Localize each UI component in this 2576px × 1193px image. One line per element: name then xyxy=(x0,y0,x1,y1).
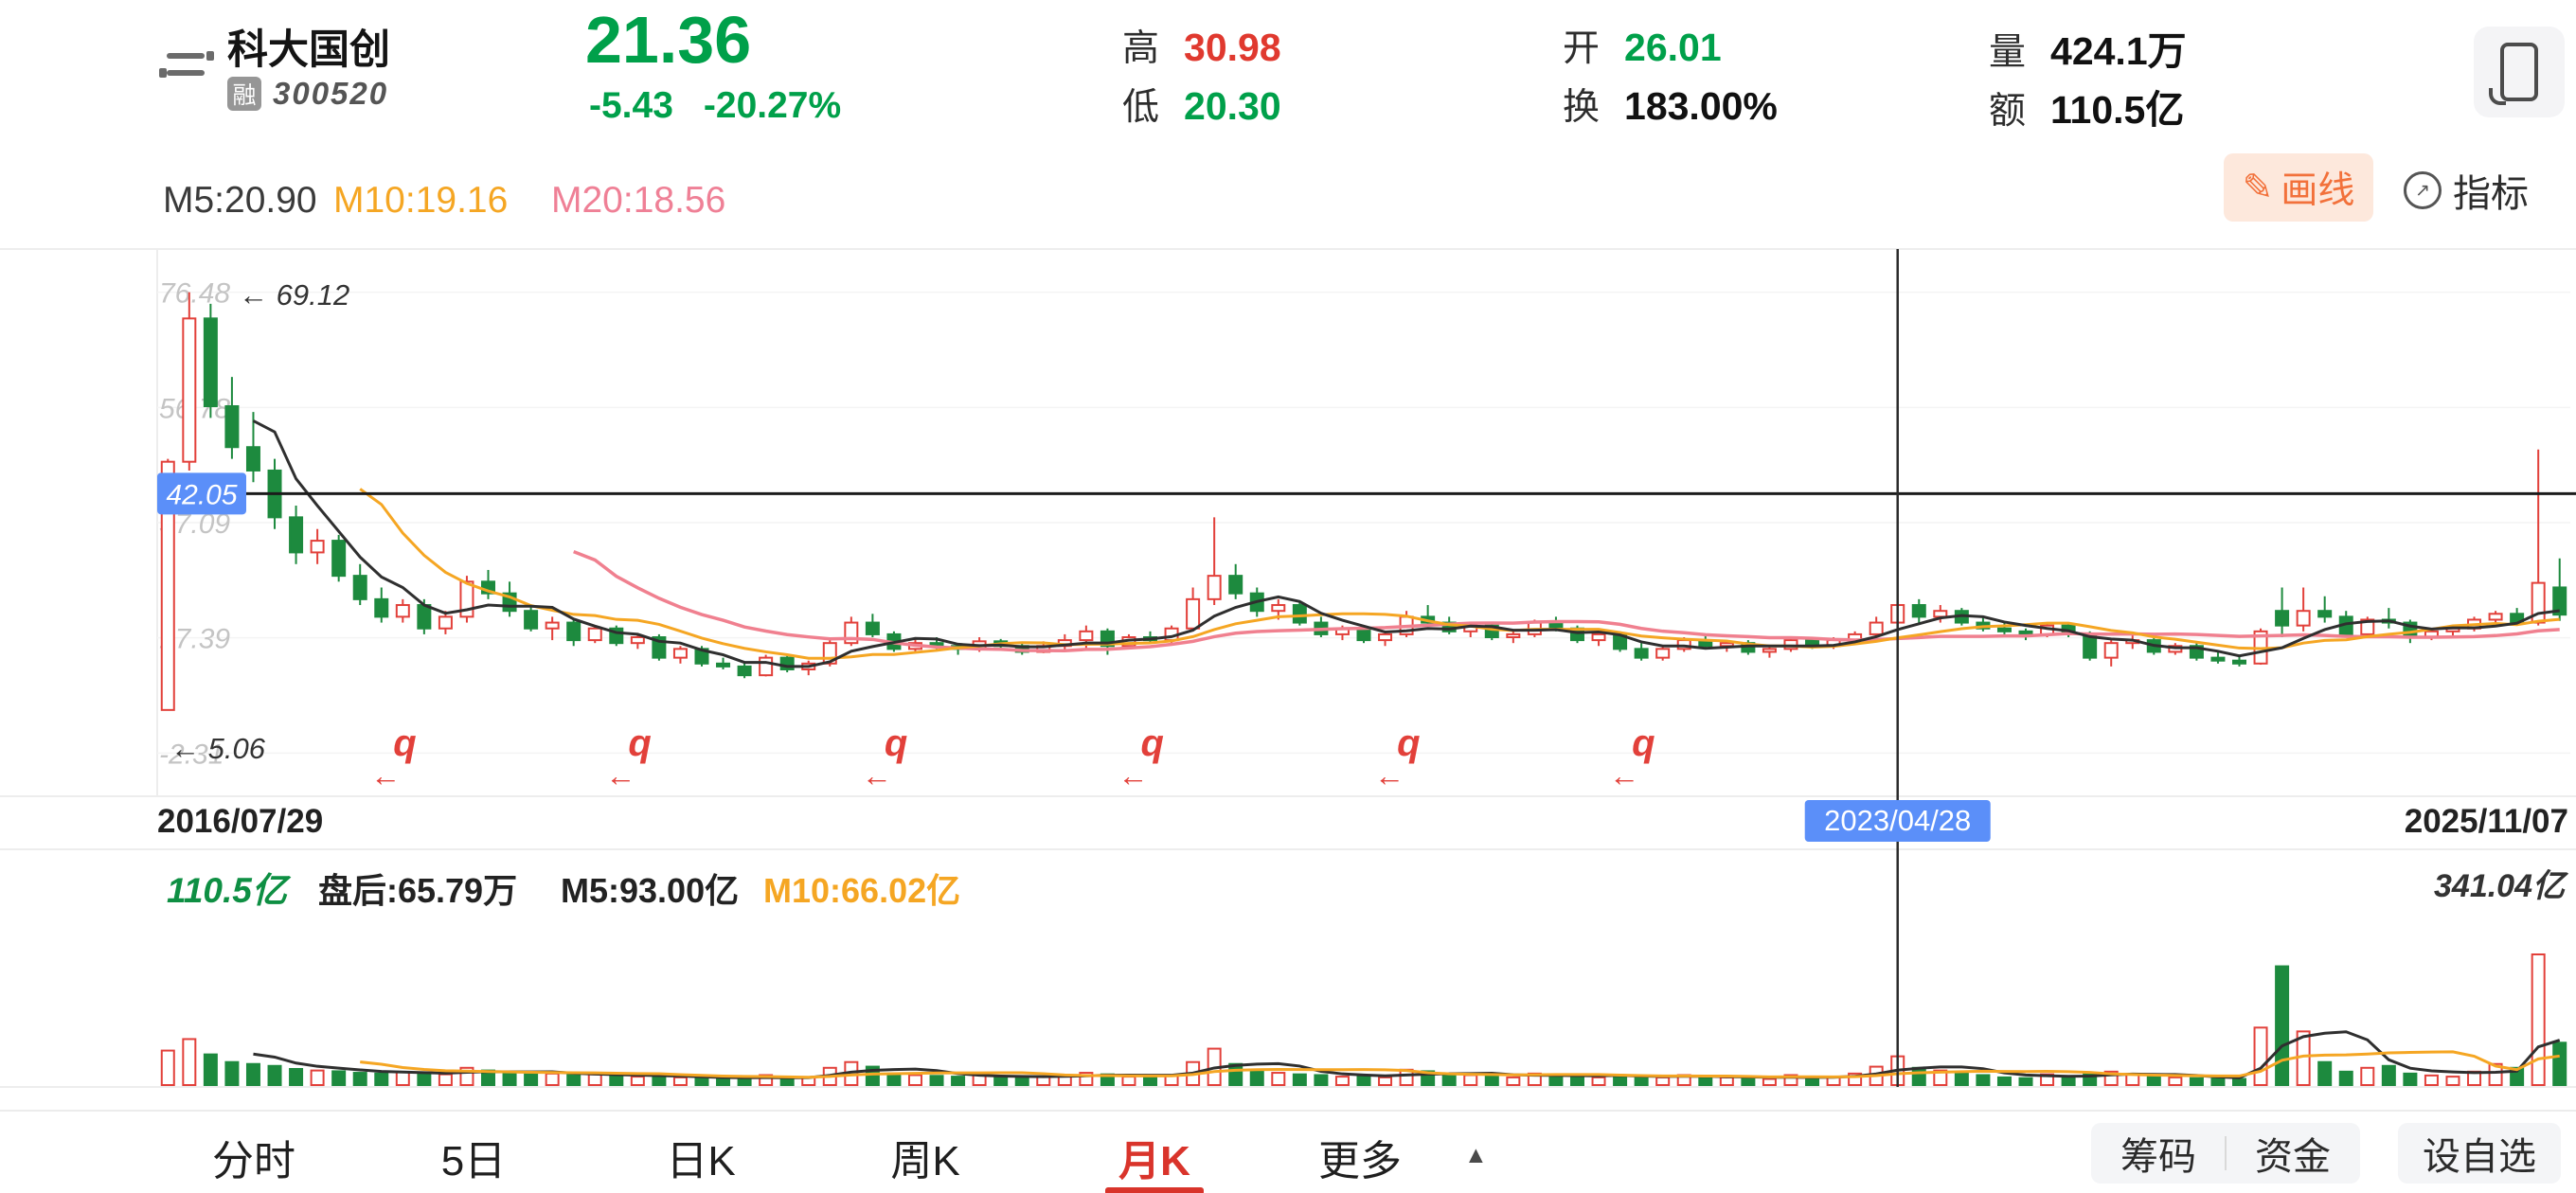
pill-divider xyxy=(2225,1136,2227,1170)
stat-volume: 量 424.1万 xyxy=(1989,19,2187,76)
svg-text:-2.31: -2.31 xyxy=(159,739,224,770)
date-start: 2016/07/29 xyxy=(157,803,324,840)
tab-monthly-k[interactable]: 月K xyxy=(1118,1138,1190,1184)
svg-text:76.48: 76.48 xyxy=(159,278,230,310)
tab-fenshi[interactable]: 分时 xyxy=(212,1138,295,1184)
price-ma5-label: M5:20.90 xyxy=(163,180,317,221)
svg-text:←: ← xyxy=(370,758,401,792)
current-price: 21.36 xyxy=(585,3,752,77)
bottom-tabbar: 分时 5日 日K 周K 月K 更多 ▲ 筹码 资金 设自选 xyxy=(0,1110,2576,1193)
active-tab-underline xyxy=(1105,1187,1204,1193)
candles[interactable] xyxy=(160,292,2567,711)
rotate-screen-button[interactable] xyxy=(2474,27,2565,117)
volume-bars[interactable] xyxy=(160,953,2567,1087)
stat-volume-value: 424.1万 xyxy=(2050,29,2187,73)
svg-text:q: q xyxy=(393,722,416,764)
volume-ma-lines xyxy=(253,1030,2561,1079)
menu-tick-icon xyxy=(206,51,214,61)
stat-low-value: 20.30 xyxy=(1184,84,1281,128)
volume-current-amount: 110.5亿 xyxy=(167,871,287,910)
price-ma-lines xyxy=(252,419,2560,668)
menu-bar-icon xyxy=(167,70,205,76)
svg-text:←: ← xyxy=(1374,758,1404,792)
svg-text:←: ← xyxy=(862,758,892,792)
indicator-button[interactable]: ↗ 指标 xyxy=(2404,163,2529,218)
price-change: -5.43 xyxy=(589,85,673,126)
svg-text:←: ← xyxy=(1609,758,1639,792)
stock-code: 300520 xyxy=(273,76,389,111)
stat-turnover: 换 183.00% xyxy=(1563,78,1778,131)
indicator-label: 指标 xyxy=(2453,173,2529,215)
stat-open: 开 26.01 xyxy=(1563,19,1722,72)
more-caret-icon[interactable]: ▲ xyxy=(1464,1142,1488,1168)
svg-text:q: q xyxy=(1632,722,1655,764)
svg-text:←: ← xyxy=(605,758,635,792)
stat-open-label: 开 xyxy=(1563,28,1601,69)
menu-tick-icon xyxy=(159,68,167,78)
date-end: 2025/11/07 xyxy=(2404,803,2568,840)
svg-text:q: q xyxy=(628,722,651,764)
stat-high: 高 30.98 xyxy=(1122,19,1281,72)
svg-text:2023/04/28: 2023/04/28 xyxy=(1824,804,1971,837)
chart-frame xyxy=(0,248,2576,1088)
price-change-row: -5.43 -20.27% xyxy=(589,85,841,127)
volume-ma5-label: M5:93.00亿 xyxy=(561,871,740,910)
volume-ma10-label: M10:66.02亿 xyxy=(763,871,961,910)
stat-low: 低 20.30 xyxy=(1122,78,1281,131)
stat-amount-value: 110.5亿 xyxy=(2050,88,2185,132)
draw-line-button[interactable]: ✎ 画线 xyxy=(2224,153,2373,222)
tab-5day[interactable]: 5日 xyxy=(440,1138,507,1184)
indicator-arrow-glyph: ↗ xyxy=(2415,180,2430,201)
chips-button[interactable]: 筹码 xyxy=(2120,1136,2196,1178)
tab-daily-k[interactable]: 日K xyxy=(666,1138,736,1184)
svg-text:← 69.12: ← 69.12 xyxy=(239,278,349,312)
price-ma20-label: M20:18.56 xyxy=(551,180,726,221)
ex-dividend-markers[interactable]: q←q←q←q←q←q← xyxy=(370,722,1655,792)
indicator-icon: ↗ xyxy=(2404,171,2442,209)
menu-bar-icon xyxy=(167,53,205,59)
stat-low-label: 低 xyxy=(1122,87,1160,128)
svg-text:42.05: 42.05 xyxy=(166,479,237,510)
stat-turnover-value: 183.00% xyxy=(1624,84,1778,128)
svg-text:q: q xyxy=(885,722,907,764)
stock-sub: 融 300520 xyxy=(227,76,388,112)
stat-amount: 额 110.5亿 xyxy=(1989,78,2184,134)
stat-high-value: 30.98 xyxy=(1184,26,1281,69)
tab-weekly-k[interactable]: 周K xyxy=(890,1138,960,1184)
crosshair[interactable]: 2023/04/28 xyxy=(1804,249,1991,1087)
tab-more[interactable]: 更多 xyxy=(1318,1138,1402,1184)
phone-rotate-icon xyxy=(2489,43,2538,105)
volume-scale-max: 341.04亿 xyxy=(2434,868,2565,904)
draw-line-label: 画线 xyxy=(2281,170,2355,211)
add-watchlist-button[interactable]: 设自选 xyxy=(2398,1123,2561,1184)
stat-high-label: 高 xyxy=(1122,28,1160,69)
drawn-price-line[interactable]: 42.05 xyxy=(157,472,2576,515)
funds-button[interactable]: 资金 xyxy=(2255,1136,2331,1178)
chips-funds-group: 筹码 资金 xyxy=(2091,1123,2360,1184)
stat-turnover-label: 换 xyxy=(1563,87,1601,128)
pencil-icon: ✎ xyxy=(2242,167,2274,208)
stat-open-value: 26.01 xyxy=(1624,26,1722,69)
menu-icon[interactable] xyxy=(159,44,214,91)
svg-text:q: q xyxy=(1397,722,1420,764)
svg-text:q: q xyxy=(1141,722,1164,764)
price-annotations: ← 69.12 ← 5.06 xyxy=(170,278,349,765)
margin-badge: 融 xyxy=(227,77,261,111)
svg-text:← 5.06: ← 5.06 xyxy=(170,732,266,765)
volume-after-hours: 盘后:65.79万 xyxy=(318,871,518,910)
stat-volume-label: 量 xyxy=(1989,32,2027,73)
stock-name: 科大国创 xyxy=(227,27,390,73)
price-ma10-label: M10:19.16 xyxy=(333,180,509,221)
stat-amount-label: 额 xyxy=(1989,91,2027,132)
price-change-pct: -20.27% xyxy=(703,85,842,126)
svg-text:←: ← xyxy=(1118,758,1149,792)
